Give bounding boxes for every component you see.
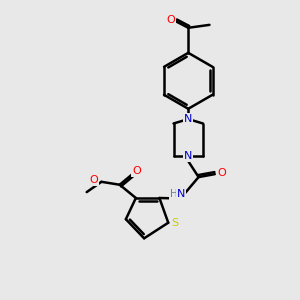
Text: H: H [170, 189, 178, 199]
Text: N: N [184, 114, 193, 124]
Text: O: O [166, 15, 175, 25]
Text: O: O [90, 175, 98, 185]
Text: S: S [171, 218, 178, 228]
Text: N: N [177, 189, 185, 199]
Text: O: O [132, 167, 141, 176]
Text: O: O [217, 168, 226, 178]
Text: N: N [184, 151, 193, 161]
